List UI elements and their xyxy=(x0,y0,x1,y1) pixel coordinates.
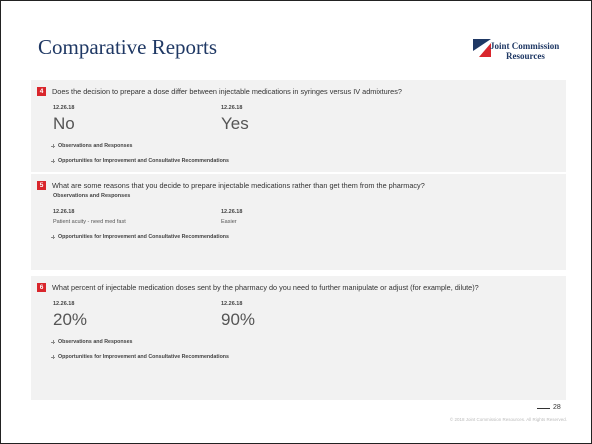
rule xyxy=(537,408,550,409)
page-number: 28 xyxy=(553,404,561,411)
link-text: Opportunities for Improvement and Consul… xyxy=(58,158,229,164)
answer-column: 12.26.18 Yes xyxy=(221,105,389,134)
answer: Patient acuity - need med fast xyxy=(53,219,126,225)
question-card: 6 What percent of injectable medication d… xyxy=(31,276,566,400)
answer-column: 12.26.18 Patient acuity - need med fast xyxy=(53,209,221,225)
expand-link[interactable]: Opportunities for Improvement and Consul… xyxy=(51,354,558,360)
question-text: What percent of injectable medication do… xyxy=(52,283,479,292)
answer-column: 12.26.18 90% xyxy=(221,301,389,330)
answer: Yes xyxy=(221,114,249,133)
logo-text: Resources xyxy=(506,51,545,61)
title: Comparative Reports xyxy=(38,35,218,59)
link-text: Observations and Responses xyxy=(58,339,133,345)
answers: 12.26.18 20% 12.26.18 90% xyxy=(53,301,558,330)
plus-icon xyxy=(51,355,55,359)
question-card: 5 What are some reasons that you decide t… xyxy=(31,174,566,270)
date: 12.26.18 xyxy=(221,301,243,307)
link-text: Observations and Responses xyxy=(58,143,133,149)
plus-icon xyxy=(51,144,55,148)
date: 12.26.18 xyxy=(53,209,75,215)
logo-icon xyxy=(473,39,491,57)
expand-link[interactable]: Opportunities for Improvement and Consul… xyxy=(51,234,558,240)
plus-icon xyxy=(51,159,55,163)
answer: No xyxy=(53,114,75,133)
question: 4 Does the decision to prepare a dose dif… xyxy=(37,86,558,97)
plus-icon xyxy=(51,340,55,344)
answers: 12.26.18 Patient acuity - need med fast 12… xyxy=(53,209,558,225)
expand-link[interactable]: Observations and Responses xyxy=(51,143,558,149)
link-text: Opportunities for Improvement and Consul… xyxy=(58,354,229,360)
question: 6 What percent of injectable medication d… xyxy=(37,282,558,293)
expand-link[interactable]: Observations and Responses xyxy=(51,339,558,345)
section-heading: Observations and Responses xyxy=(53,193,131,199)
link-text: Opportunities for Improvement and Consul… xyxy=(58,234,229,240)
answer: Easier xyxy=(221,219,237,225)
answer-column: 12.26.18 Easier xyxy=(221,209,389,225)
logo-text: Joint Commission xyxy=(490,41,560,51)
question: 5 What are some reasons that you decide t… xyxy=(37,180,558,191)
date: 12.26.18 xyxy=(53,301,75,307)
question-number: 5 xyxy=(37,181,46,190)
copyright: © 2018 Joint Commission Resources. All R… xyxy=(449,417,567,422)
question-card: 4 Does the decision to prepare a dose dif… xyxy=(31,80,566,172)
question-number: 6 xyxy=(37,283,46,292)
date: 12.26.18 xyxy=(221,209,243,215)
question-number: 4 xyxy=(37,87,46,96)
answer: 90% xyxy=(221,310,256,329)
question-text: Does the decision to prepare a dose diff… xyxy=(52,87,402,96)
answer-column: 12.26.18 20% xyxy=(53,301,221,330)
answers: 12.26.18 No 12.26.18 Yes xyxy=(53,105,558,134)
answer-column: 12.26.18 No xyxy=(53,105,221,134)
expand-link[interactable]: Opportunities for Improvement and Consul… xyxy=(51,158,558,164)
date: 12.26.18 xyxy=(53,105,75,111)
date: 12.26.18 xyxy=(221,105,243,111)
plus-icon xyxy=(51,235,55,239)
answer: 20% xyxy=(53,310,88,329)
question-text: What are some reasons that you decide to… xyxy=(52,181,425,190)
